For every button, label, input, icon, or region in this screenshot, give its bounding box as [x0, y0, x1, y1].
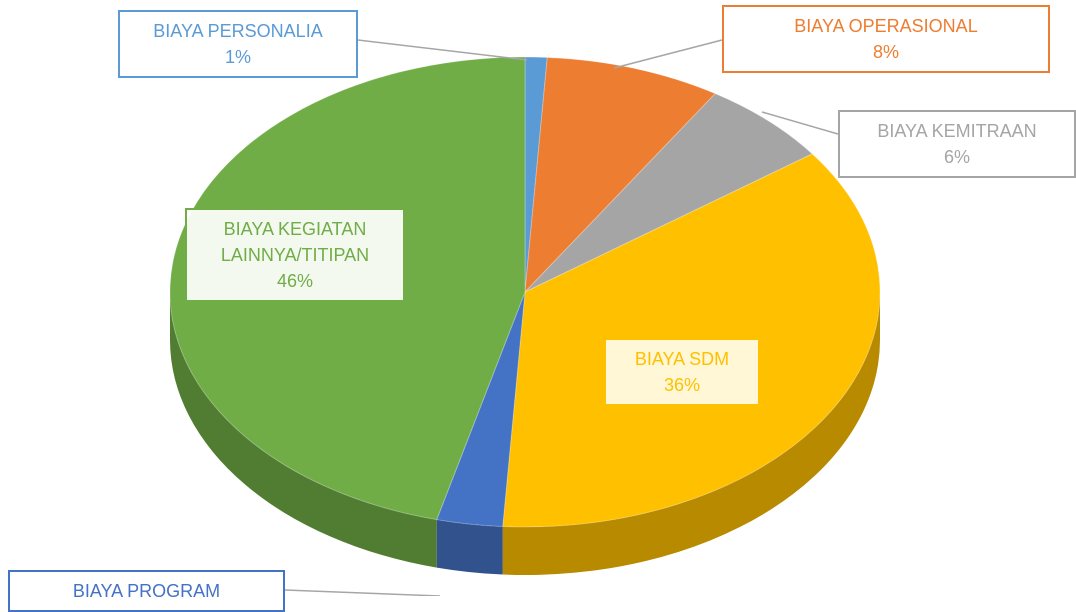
- data-label: BIAYA OPERASIONAL 8%: [722, 5, 1050, 73]
- slice-side: [170, 292, 437, 568]
- category-label: BIAYA OPERASIONAL: [794, 16, 978, 36]
- leader-line: [284, 589, 441, 596]
- category-label: BIAYA PROGRAM: [72, 581, 221, 601]
- category-label: BIAYA KEMITRAAN: [877, 121, 1037, 141]
- data-label: BIAYA KEMITRAAN 6%: [838, 110, 1076, 178]
- page: {"chart_data": {"type": "pie3d", "catego…: [8, 5, 1076, 612]
- category-label: BIAYA SDM: [634, 349, 730, 369]
- data-label: BIAYA PERSONALIA 1%: [118, 10, 358, 78]
- slice: [524, 56, 548, 293]
- value-label: 8%: [872, 42, 899, 62]
- value-label: 46%: [276, 271, 314, 291]
- chart: [169, 39, 881, 596]
- slice: [524, 92, 814, 293]
- value-label: 1%: [224, 47, 251, 67]
- category-label: BIAYA KEGIATAN LAINNYA/TITIPAN: [220, 219, 370, 265]
- category-label: BIAYA PERSONALIA: [153, 21, 323, 41]
- data-label: BIAYA SDM 36%: [604, 338, 760, 406]
- slice: [524, 56, 717, 294]
- slice: [436, 291, 526, 528]
- value-label: 36%: [663, 375, 701, 395]
- data-label: BIAYA KEGIATAN LAINNYA/TITIPAN 46%: [185, 208, 405, 302]
- value-label: 6%: [943, 147, 970, 167]
- slice-side: [502, 292, 880, 575]
- leader-line: [761, 111, 839, 135]
- leader-line: [357, 39, 528, 61]
- slice-side: [436, 519, 503, 575]
- data-label: BIAYA PROGRAM: [8, 570, 285, 612]
- leader-line: [613, 39, 723, 69]
